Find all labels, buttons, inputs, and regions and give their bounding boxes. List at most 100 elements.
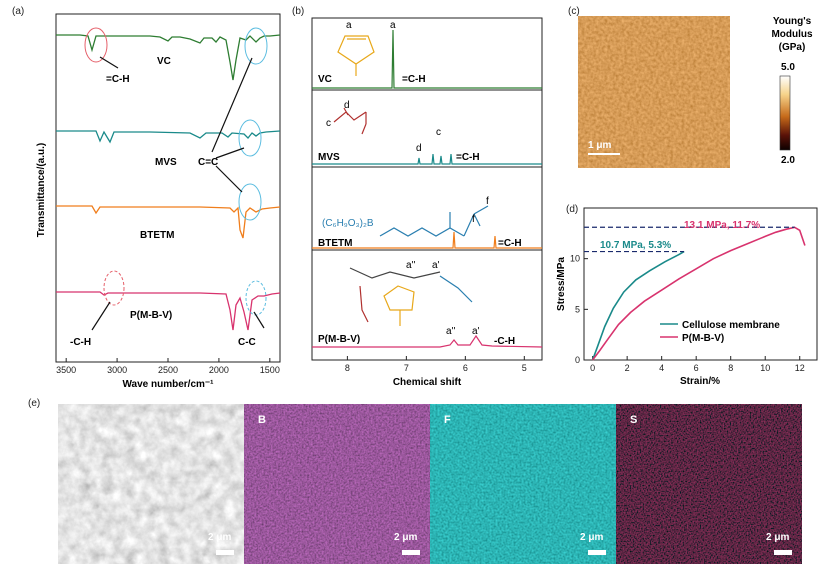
ftir-tick-label: 3000 xyxy=(107,365,127,375)
ftir-label-mvs: MVS xyxy=(155,157,177,168)
ftir-series-vc xyxy=(56,34,281,81)
eds-label-b: B xyxy=(258,414,266,426)
nmr-mvs-d: d xyxy=(344,100,350,111)
ftir-x-ticks: 3500 3000 2500 2000 1500 xyxy=(56,358,280,375)
nmr-pmbv-a1: a' xyxy=(432,260,440,271)
eds-map-s: S 2 μm xyxy=(616,404,802,564)
sem-image: 2 μm xyxy=(58,404,244,564)
nmr-frame xyxy=(311,17,543,361)
ss-lines xyxy=(584,226,806,361)
nmr-tick-label: 6 xyxy=(463,363,468,373)
ftir-circle-btetm-cc xyxy=(238,183,262,221)
ftir-label-pmbv: P(M-B-V) xyxy=(130,310,172,321)
stress-strain-chart: (d) 0 2 4 6 8 10 12 0 5 10 Strain/% Stress/MPa 13… xyxy=(556,204,818,387)
ftir-label-vc: VC xyxy=(157,56,171,67)
ss-ytick-label: 0 xyxy=(575,355,580,365)
nmr-label-vc: VC xyxy=(318,74,332,85)
ss-xlabel: Strain/% xyxy=(680,376,720,387)
panel-tag-b: (b) xyxy=(292,6,304,17)
ftir-ylabel: Transmittance/(a.u.) xyxy=(36,143,47,237)
eds-f-scale-text: 2 μm xyxy=(580,532,604,543)
nmr-series-mvs xyxy=(312,153,542,165)
nmr-btetm-formula: (C₆H₉O₃)₂B xyxy=(322,218,374,229)
nmr-x-ticks: 8 7 6 5 xyxy=(345,356,527,373)
nmr-btetm-f2: f xyxy=(472,214,475,225)
ss-xtick-label: 4 xyxy=(659,363,664,373)
eds-label-f: F xyxy=(444,414,451,426)
ftir-arrow-ch xyxy=(99,56,119,69)
modulus-map-image xyxy=(578,16,730,168)
colorbar-min: 2.0 xyxy=(781,155,795,166)
eds-s-scale-bar xyxy=(774,550,792,555)
eds-s-scale-text: 2 μm xyxy=(766,532,790,543)
ftir-arrow-cc4 xyxy=(253,311,265,329)
ftir-arrow-cc-1 xyxy=(211,57,253,153)
ftir-circle-ch xyxy=(84,27,108,63)
nmr-pmbv-a1b: a' xyxy=(472,326,480,337)
nmr-label-mvs: MVS xyxy=(318,152,340,163)
eds-map-f: F 2 μm xyxy=(430,404,616,564)
ftir-annot-cc: C=C xyxy=(198,157,218,168)
ss-annot-cell: 10.7 MPa, 5.3% xyxy=(600,240,671,251)
nmr-tick-label: 5 xyxy=(522,363,527,373)
ss-frame xyxy=(583,207,818,361)
nmr-mvs-d2: d xyxy=(416,143,422,154)
nmr-mvs-c2: c xyxy=(436,127,441,138)
nmr-xlabel: Chemical shift xyxy=(393,377,462,388)
colorbar-title-2: Modulus xyxy=(771,29,813,40)
ftir-label-btetm: BTETM xyxy=(140,230,174,241)
nmr-btetm-f: f xyxy=(486,196,489,207)
nmr-vc-peak-a: a xyxy=(346,20,352,31)
colorbar xyxy=(779,75,791,151)
ftir-tick-label: 2500 xyxy=(158,365,178,375)
ftir-annot-cc4: C-C xyxy=(238,337,256,348)
nmr-annot-btetm: =C-H xyxy=(498,238,522,249)
ss-ticks: 0 2 4 6 8 10 12 0 5 10 xyxy=(570,254,805,373)
nmr-mvs-c: c xyxy=(326,118,331,129)
eds-f-scale-bar xyxy=(588,550,606,555)
ss-xtick-label: 12 xyxy=(795,363,805,373)
colorbar-title-3: (GPa) xyxy=(779,42,806,53)
ss-xtick-label: 0 xyxy=(590,363,595,373)
eds-b-scale-text: 2 μm xyxy=(394,532,418,543)
ss-legend-pmbv: P(M-B-V) xyxy=(682,333,724,344)
nmr-series-btetm xyxy=(312,231,542,249)
btetm-molecule xyxy=(379,205,489,237)
nmr-annot-pmbv: -C-H xyxy=(494,336,515,347)
ftir-tick-label: 2000 xyxy=(209,365,229,375)
ftir-arrow-cc-3 xyxy=(215,165,243,193)
nmr-vc-peak-a2: a xyxy=(390,20,396,31)
pmbv-molecule xyxy=(349,267,473,326)
colorbar-title-1: Young's xyxy=(773,16,812,27)
ftir-circle-mvs-cc xyxy=(238,119,262,157)
nmr-label-btetm: BTETM xyxy=(318,238,352,249)
nmr-annot-vc: =C-H xyxy=(402,74,426,85)
ss-ylabel: Stress/MPa xyxy=(556,257,567,311)
modulus-map: (c) 1 μm Young's Modulus (GPa) 5.0 2.0 xyxy=(568,6,813,168)
ftir-series-btetm xyxy=(56,205,281,239)
panel-tag-e: (e) xyxy=(28,398,41,409)
panel-tag-d: (d) xyxy=(566,204,578,215)
eds-label-s: S xyxy=(630,414,638,426)
ftir-arrow-ch2 xyxy=(91,301,111,331)
ss-ytick-label: 10 xyxy=(570,254,580,264)
ss-xtick-label: 8 xyxy=(728,363,733,373)
ss-xtick-label: 6 xyxy=(694,363,699,373)
afm-scale-text: 1 μm xyxy=(588,140,611,151)
nmr-tick-label: 7 xyxy=(404,363,409,373)
ftir-circle-vc-cc xyxy=(244,27,268,65)
vc-molecule xyxy=(337,35,375,76)
mvs-molecule xyxy=(333,107,367,135)
colorbar-max: 5.0 xyxy=(781,62,795,73)
ss-legend-cell: Cellulose membrane xyxy=(682,320,780,331)
nmr-series-pmbv xyxy=(312,334,543,348)
ftir-chart: (a) 3500 3000 2500 2000 1500 Wave number/cm⁻… xyxy=(12,6,281,390)
nmr-pmbv-a2b: a'' xyxy=(446,326,455,337)
sem-scale-bar xyxy=(216,550,234,555)
panel-tag-a: (a) xyxy=(12,6,24,17)
panel-tag-c: (c) xyxy=(568,6,580,17)
ss-annot-pmbv: 13.1 MPa, 11.7% xyxy=(684,220,760,231)
eds-b-scale-bar xyxy=(402,550,420,555)
ss-xtick-label: 2 xyxy=(625,363,630,373)
